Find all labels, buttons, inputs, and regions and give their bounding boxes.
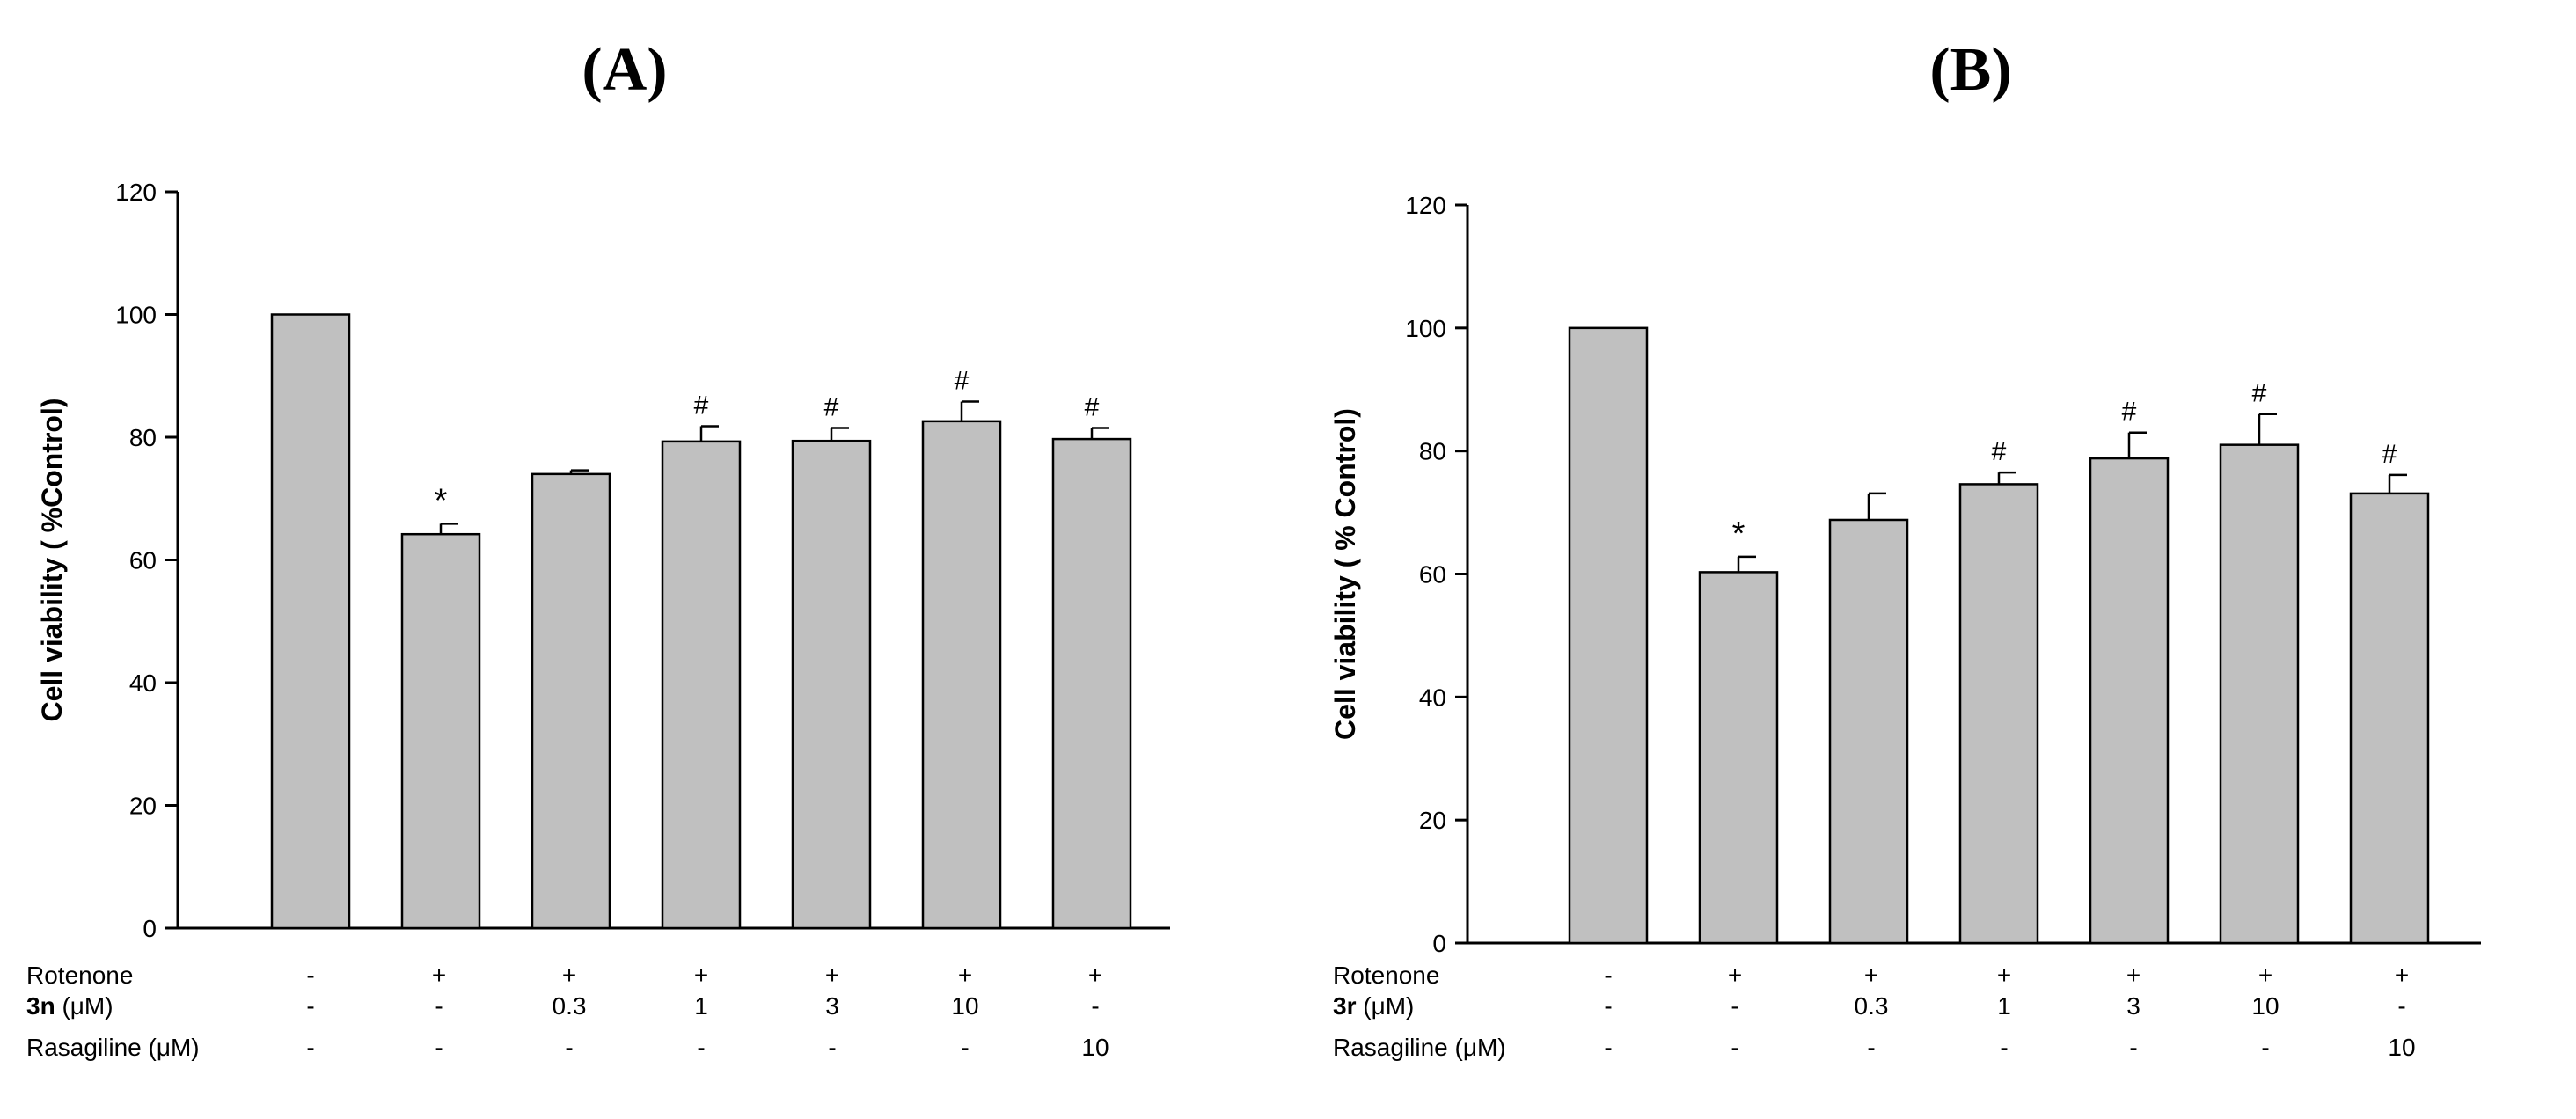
charta-y-tick-label: 60: [129, 547, 157, 574]
charta-condition-value: 3: [825, 992, 839, 1020]
charta-condition-value: -: [565, 1034, 573, 1061]
chartb-condition-value: -: [2397, 992, 2405, 1020]
charta-condition-value: +: [562, 962, 576, 989]
panel-a-title: (A): [582, 36, 668, 104]
chartb-bar: [2349, 492, 2430, 945]
chartb-condition-value: -: [1604, 992, 1612, 1020]
chartb-condition-value: -: [1604, 962, 1612, 989]
chartb-significance-mark: *: [1732, 516, 1745, 552]
chartb-condition-value: -: [1731, 1034, 1738, 1061]
chartb-bar: [1958, 483, 2039, 945]
charta-condition-value: -: [435, 992, 443, 1020]
chartb-condition-value: 10: [2251, 992, 2279, 1020]
chartb-condition-value: 10: [2388, 1034, 2415, 1061]
charta-condition-value: +: [1088, 962, 1102, 989]
chartb-condition-label: Rasagiline (μM): [1333, 1034, 1506, 1061]
chartb-significance-mark: #: [2382, 440, 2397, 469]
charta-condition-label: Rasagiline (μM): [26, 1034, 200, 1061]
charta-bar: [1051, 437, 1132, 930]
chartb-y-axis-label: Cell viability ( % Control): [1329, 408, 1361, 740]
charta-condition-value: 10: [1081, 1034, 1109, 1061]
chartb-significance-mark: #: [1992, 437, 2007, 466]
chartb-condition-value: +: [1728, 962, 1742, 989]
chartb-bar: [2089, 457, 2170, 945]
chartb-condition-value: 3: [2126, 992, 2141, 1020]
chartb-y-tick-label: 20: [1419, 807, 1446, 834]
chartb-condition-value: 1: [1997, 992, 2011, 1020]
charta-y-tick-label: 120: [115, 179, 157, 206]
chartb-condition-value: +: [1864, 962, 1878, 989]
charta-y-axis-label: Cell viability ( %Control): [36, 398, 68, 721]
chartb-significance-mark: #: [2122, 398, 2137, 427]
chartb-bar: [2219, 443, 2300, 945]
chartb-condition-value: -: [1867, 1034, 1875, 1061]
chartb-bar: [1568, 326, 1649, 945]
chartb-condition-value: -: [2129, 1034, 2137, 1061]
charta-condition-value: -: [828, 1034, 836, 1061]
charta-significance-mark: *: [435, 482, 448, 519]
charta-y-tick-label: 40: [129, 669, 157, 697]
chartb-bar: [1698, 571, 1779, 945]
charta-bar: [661, 440, 742, 930]
charta-y-tick-label: 20: [129, 793, 157, 820]
charta-condition-value: +: [958, 962, 972, 989]
charta-condition-value: -: [1091, 992, 1099, 1020]
chartb-y-tick-label: 0: [1432, 930, 1446, 957]
charta-condition-value: -: [697, 1034, 705, 1061]
charta-y-tick-label: 100: [115, 302, 157, 329]
charta-condition-value: -: [435, 1034, 443, 1061]
charta-condition-label: Rotenone: [26, 962, 133, 989]
charta-y-tick-label: 0: [143, 915, 157, 942]
charta-bar: [531, 472, 611, 930]
charta-significance-mark: #: [955, 367, 970, 396]
charta-condition-value: 1: [694, 992, 708, 1020]
panel-b-title: (B): [1929, 36, 2012, 104]
charta-condition-value: +: [825, 962, 839, 989]
charta-bar: [791, 439, 872, 930]
chartb-bar: [1828, 518, 1909, 945]
chartb-significance-mark: #: [2252, 379, 2267, 408]
charta-significance-mark: #: [1085, 393, 1100, 422]
chartb-condition-value: -: [2000, 1034, 2008, 1061]
chartb-condition-value: +: [2258, 962, 2272, 989]
chartb-y-tick-label: 120: [1405, 192, 1446, 219]
chartb-y-tick-label: 60: [1419, 561, 1446, 589]
charta-bar: [270, 313, 351, 930]
charta-condition-value: +: [432, 962, 446, 989]
charta-significance-mark: #: [824, 393, 839, 422]
charta-condition-value: -: [961, 1034, 969, 1061]
charta-condition-value: -: [306, 962, 314, 989]
chartb-y-tick-label: 100: [1405, 315, 1446, 342]
chartb-condition-value: +: [2126, 962, 2141, 989]
chartb-condition-value: 0.3: [1855, 992, 1889, 1020]
chartb-y-tick-label: 40: [1419, 684, 1446, 711]
charta-bar: [921, 420, 1002, 930]
charta-condition-value: -: [306, 1034, 314, 1061]
charta-condition-value: 10: [951, 992, 978, 1020]
chartb-condition-value: +: [2395, 962, 2409, 989]
charta-condition-value: -: [306, 992, 314, 1020]
chartb-condition-value: -: [1604, 1034, 1612, 1061]
chartb-condition-value: -: [2261, 1034, 2269, 1061]
charta-condition-value: 0.3: [553, 992, 587, 1020]
charta-condition-value: +: [694, 962, 708, 989]
charta-bar: [400, 532, 481, 930]
charta-significance-mark: #: [694, 391, 709, 420]
chartb-condition-value: +: [1997, 962, 2011, 989]
charta-y-tick-label: 80: [129, 424, 157, 451]
charta-condition-label: 3n (μM): [26, 992, 113, 1020]
chartb-condition-label: Rotenone: [1333, 962, 1439, 989]
chartb-y-tick-label: 80: [1419, 438, 1446, 465]
chartb-condition-label: 3r (μM): [1333, 992, 1414, 1020]
chartb-condition-value: -: [1731, 992, 1738, 1020]
